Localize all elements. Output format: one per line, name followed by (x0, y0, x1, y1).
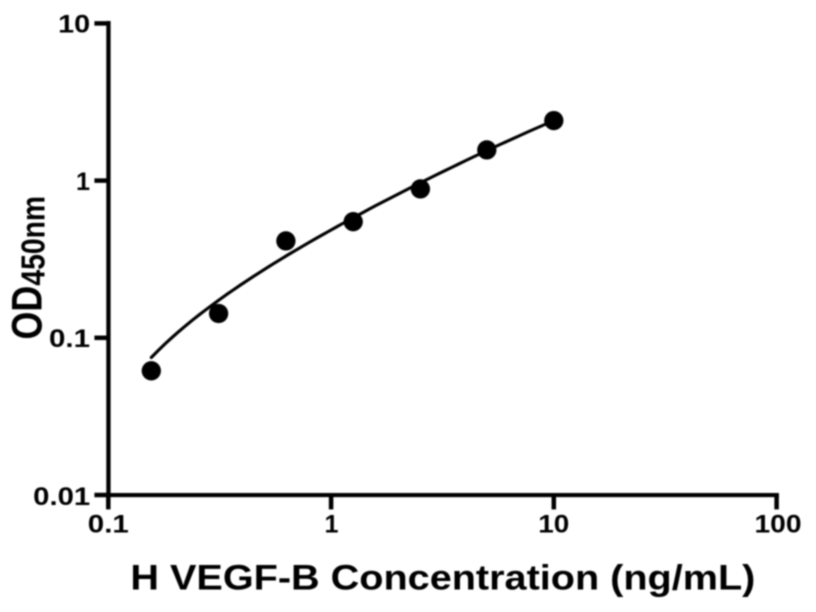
svg-text:0.1: 0.1 (49, 325, 90, 353)
svg-text:0.01: 0.01 (33, 483, 90, 511)
svg-text:100: 100 (755, 511, 802, 539)
svg-text:1: 1 (325, 511, 339, 539)
svg-text:1: 1 (76, 168, 90, 196)
svg-text:H VEGF-B Concentration (ng/mL): H VEGF-B Concentration (ng/mL) (130, 559, 755, 598)
svg-text:0.1: 0.1 (88, 511, 129, 539)
svg-text:10: 10 (58, 11, 90, 39)
svg-text:OD450nm: OD450nm (4, 196, 52, 340)
svg-text:10: 10 (538, 511, 569, 539)
